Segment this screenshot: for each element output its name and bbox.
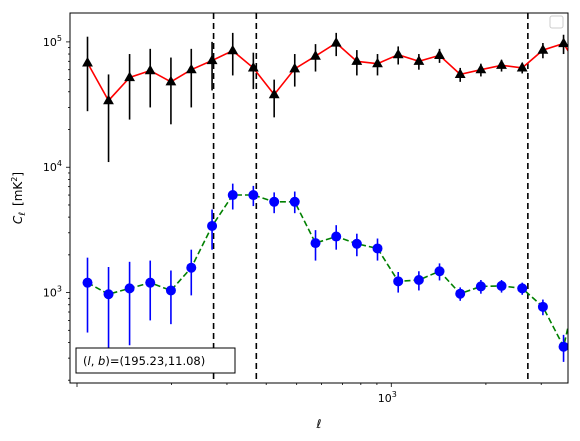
series-1-point-22 — [537, 301, 548, 312]
series-1-point-14 — [372, 243, 383, 254]
series-0-point-14 — [372, 57, 383, 68]
annotation-text: (l, b)=(195.23,11.08) — [83, 354, 205, 368]
series-1-point-4 — [165, 285, 176, 296]
series-0-point-0 — [82, 56, 93, 67]
series-1-point-11 — [310, 238, 321, 249]
series-1-point-19 — [475, 281, 486, 292]
series-1-point-2 — [124, 283, 135, 294]
series-1-point-21 — [517, 283, 528, 294]
x-axis-label: ℓ — [316, 417, 322, 431]
series-0-point-23 — [558, 37, 568, 48]
series-0-point-19 — [475, 63, 487, 74]
series-1-point-15 — [393, 276, 404, 287]
series-0-point-1 — [103, 94, 114, 105]
plot-frame — [69, 12, 569, 384]
series-0-point-3 — [144, 64, 156, 75]
series-1-point-3 — [145, 277, 156, 288]
y-tick-label: 104 — [43, 159, 62, 174]
series-0-point-6 — [206, 54, 218, 65]
series-0-point-9 — [268, 88, 280, 99]
series-1-point-16 — [413, 275, 424, 286]
series-0-point-10 — [289, 62, 301, 73]
series-0-point-18 — [454, 68, 466, 78]
series-1-point-13 — [351, 238, 362, 249]
series-0-point-22 — [537, 44, 549, 54]
series-0-point-5 — [185, 63, 197, 74]
series-1-point-23 — [558, 341, 568, 352]
series-1-point-0 — [82, 277, 93, 288]
series-0-point-21 — [516, 61, 528, 72]
series-0-point-11 — [310, 50, 321, 60]
annotation-box: (l, b)=(195.23,11.08) — [75, 347, 236, 374]
series-1-point-8 — [248, 190, 259, 201]
series-0-point-17 — [434, 49, 445, 59]
series-0-point-20 — [496, 59, 507, 69]
series-0-point-13 — [351, 55, 363, 65]
series-1-point-10 — [289, 196, 300, 207]
legend-box — [549, 15, 564, 29]
series-1-point-1 — [103, 289, 114, 300]
series-0-point-16 — [413, 55, 425, 65]
series-1-point-5 — [186, 262, 197, 273]
series-1-point-9 — [269, 196, 280, 207]
series-0-point-12 — [330, 37, 342, 47]
series-0-point-4 — [165, 75, 177, 86]
series-1-point-6 — [207, 220, 218, 231]
series-0-point-15 — [392, 48, 404, 59]
series-1-point-20 — [496, 280, 507, 291]
series-0-point-8 — [247, 61, 259, 72]
series-1-point-17 — [434, 266, 445, 277]
series-1-point-7 — [227, 190, 238, 201]
y-axis-label: Cℓ[mK2] — [10, 172, 28, 224]
series-0-point-2 — [124, 71, 135, 82]
series-1-point-18 — [455, 288, 466, 299]
y-tick-label: 105 — [43, 34, 62, 49]
y-tick-label: 103 — [43, 285, 62, 300]
series-1-point-12 — [331, 231, 342, 242]
series-0-point-7 — [227, 44, 239, 55]
